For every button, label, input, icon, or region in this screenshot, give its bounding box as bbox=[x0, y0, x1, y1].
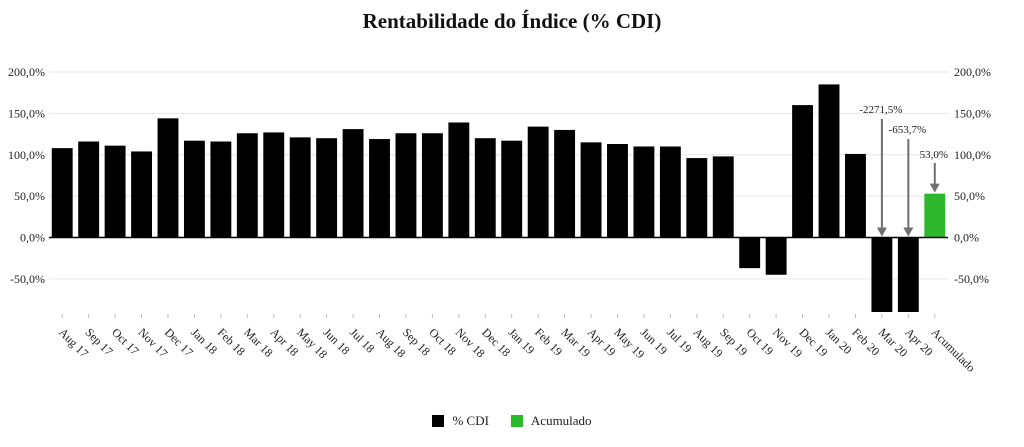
x-tick-label: Oct 18 bbox=[426, 325, 459, 358]
x-tick-label: Dec 17 bbox=[162, 325, 196, 359]
x-tick-label: Dec 19 bbox=[796, 325, 830, 359]
bar-cdi bbox=[659, 146, 681, 238]
bar-acumulado bbox=[924, 193, 946, 238]
bar-cdi bbox=[316, 138, 338, 238]
bar-cdi bbox=[421, 133, 443, 238]
bar-cdi bbox=[633, 146, 655, 238]
x-tick-label: Mar 18 bbox=[241, 325, 276, 360]
x-tick-label: Mar 20 bbox=[876, 325, 911, 360]
y-tick-label-left: 0,0% bbox=[20, 231, 45, 245]
bar-cdi bbox=[871, 237, 893, 312]
bar-cdi bbox=[395, 133, 417, 238]
annotation-label: -653,7% bbox=[889, 124, 927, 136]
legend-label-cdi: % CDI bbox=[452, 413, 489, 428]
y-tick-label-left: 50,0% bbox=[14, 189, 45, 203]
bar-cdi bbox=[739, 237, 761, 269]
bar-cdi bbox=[501, 140, 523, 238]
x-tick-label: Oct 17 bbox=[109, 325, 142, 358]
legend: % CDI Acumulado bbox=[0, 413, 1024, 429]
bar-cdi bbox=[527, 126, 549, 238]
bar-cdi bbox=[183, 140, 205, 238]
bar-cdi bbox=[51, 148, 73, 238]
legend-swatch-acumulado bbox=[510, 415, 523, 427]
bars bbox=[51, 84, 946, 312]
bar-cdi bbox=[607, 144, 628, 238]
bar-cdi bbox=[686, 158, 708, 238]
y-tick-label-left: 150,0% bbox=[8, 106, 45, 120]
legend-item-cdi[interactable]: % CDI bbox=[432, 413, 489, 429]
y-axis-left: -50,0% 0,0% 50,0% 100,0% 150,0% 200,0% bbox=[8, 65, 45, 286]
annotation-label: -2271,5% bbox=[859, 104, 902, 116]
bar-cdi bbox=[712, 156, 734, 238]
annotation-arrow-head bbox=[903, 227, 914, 237]
bar-cdi bbox=[157, 118, 179, 238]
bar-cdi bbox=[289, 137, 311, 238]
bar-cdi bbox=[236, 133, 258, 238]
bar-cdi bbox=[580, 142, 602, 238]
y-tick-label-left: -50,0% bbox=[10, 272, 45, 286]
bar-cdi bbox=[210, 141, 232, 238]
y-tick-label-left: 100,0% bbox=[8, 148, 45, 162]
legend-item-acumulado[interactable]: Acumulado bbox=[510, 413, 592, 429]
x-tick-label: Apr 18 bbox=[268, 325, 302, 359]
annotation-arrow-head bbox=[929, 183, 940, 193]
y-axis-right: -50,0% 0,0% 50,0% 100,0% 150,0% 200,0% bbox=[954, 65, 991, 286]
y-tick-label-right: 150,0% bbox=[954, 106, 991, 120]
bar-cdi bbox=[131, 151, 152, 238]
x-tick-label: Jul 18 bbox=[347, 325, 377, 355]
x-tick-label: Feb 20 bbox=[849, 325, 882, 358]
bar-cdi bbox=[474, 138, 496, 238]
bar-cdi bbox=[104, 145, 126, 238]
x-tick-label: Feb 18 bbox=[215, 325, 248, 358]
y-tick-label-right: 100,0% bbox=[954, 148, 991, 162]
x-tick-label: Feb 19 bbox=[532, 325, 565, 358]
y-tick-label-right: 200,0% bbox=[954, 65, 991, 79]
grid-lines bbox=[49, 71, 948, 280]
annotation-arrow-head bbox=[876, 227, 887, 237]
bar-cdi bbox=[845, 153, 866, 238]
annotation-label: 53,0% bbox=[920, 149, 948, 161]
x-tick-label: Apr 19 bbox=[585, 325, 619, 359]
x-tick-label: Dec 18 bbox=[479, 325, 513, 359]
bar-cdi bbox=[897, 237, 919, 312]
legend-swatch-cdi bbox=[432, 415, 445, 427]
chart-title: Rentabilidade do Índice (% CDI) bbox=[362, 9, 662, 33]
bar-cdi bbox=[342, 129, 364, 238]
bar-cdi bbox=[263, 132, 285, 238]
bar-cdi bbox=[78, 141, 100, 238]
bar-cdi bbox=[448, 122, 470, 238]
bar-cdi bbox=[554, 129, 576, 238]
annotations: -2271,5% -653,7% 53,0% bbox=[859, 104, 948, 237]
y-tick-label-right: 0,0% bbox=[954, 231, 979, 245]
y-tick-label-left: 200,0% bbox=[8, 65, 45, 79]
bar-cdi bbox=[792, 105, 814, 238]
x-tick-label: Mar 19 bbox=[558, 325, 593, 360]
x-tick-label: Oct 19 bbox=[744, 325, 777, 358]
bar-cdi bbox=[369, 139, 390, 238]
x-tick-label: Acumulado bbox=[929, 325, 978, 374]
x-tick-label: Jul 19 bbox=[664, 325, 694, 355]
y-tick-label-right: 50,0% bbox=[954, 189, 985, 203]
legend-label-acumulado: Acumulado bbox=[530, 413, 592, 428]
x-tick-label: Apr 20 bbox=[902, 325, 936, 359]
bar-cdi bbox=[818, 84, 840, 238]
y-tick-label-right: -50,0% bbox=[954, 272, 989, 286]
bar-cdi bbox=[765, 237, 787, 275]
